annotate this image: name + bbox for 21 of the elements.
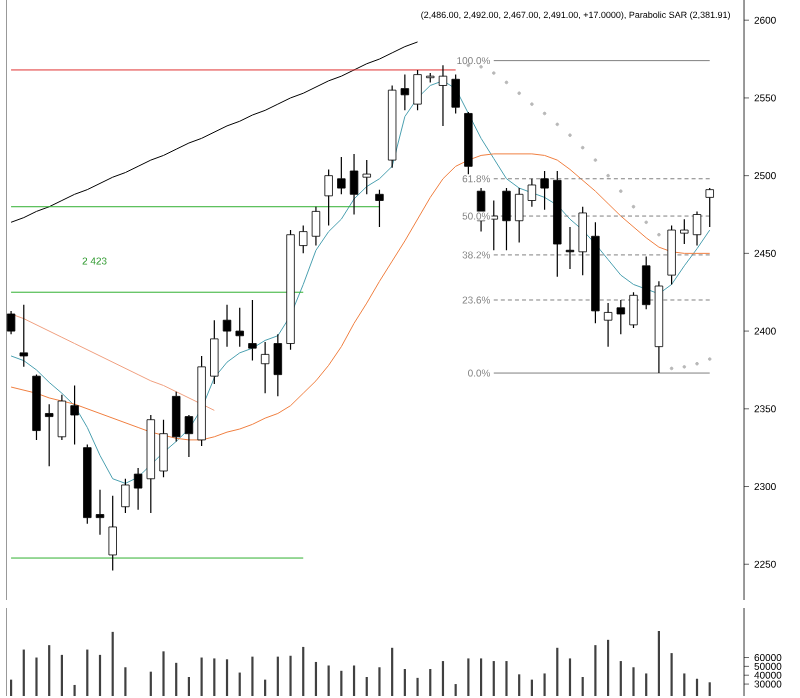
candlestick (591, 221, 600, 324)
candlestick (324, 168, 333, 226)
candlestick (159, 419, 168, 478)
candlestick (692, 210, 702, 247)
candlestick (337, 156, 346, 195)
candlestick (108, 495, 117, 572)
candlestick (680, 218, 689, 245)
candlestick (553, 170, 562, 278)
candlestick (210, 319, 219, 385)
candlestick (248, 299, 257, 362)
candlestick (705, 187, 714, 228)
candlestick (19, 304, 28, 368)
candlestick (540, 170, 549, 211)
candlestick (95, 489, 105, 536)
candlestick (222, 304, 232, 348)
candlestick (502, 187, 511, 251)
candlestick (438, 64, 448, 127)
candlestick (578, 206, 587, 276)
candlestick (70, 384, 79, 446)
candlestick (375, 189, 384, 228)
candlestick (235, 307, 244, 348)
